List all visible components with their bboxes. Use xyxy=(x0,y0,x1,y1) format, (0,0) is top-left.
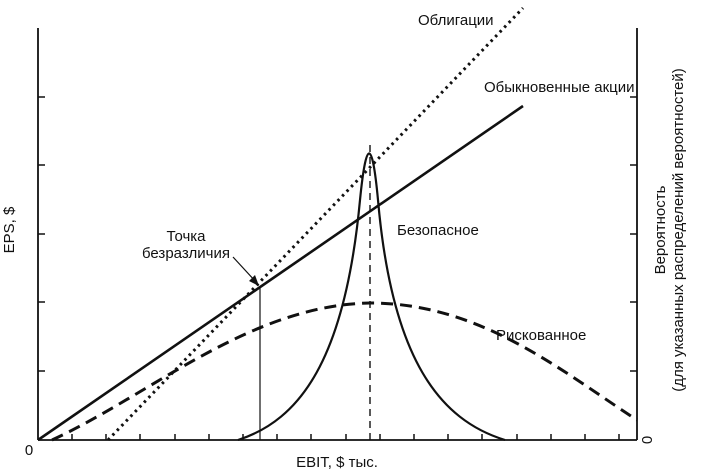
x-axis-label: EBIT, $ тыс. xyxy=(296,454,378,471)
indifference-arrowhead xyxy=(249,275,259,286)
indifference-label-line2: безразличия xyxy=(142,245,230,262)
right-axis-ticks xyxy=(630,96,637,372)
origin-left-label: 0 xyxy=(25,442,33,459)
y-axis-right-label-line2: (для указанных распределений вероятносте… xyxy=(670,68,687,392)
common-stock-line xyxy=(37,104,524,442)
common-stock-label: Обыкновенные акции xyxy=(484,79,634,96)
bonds-line xyxy=(106,6,525,442)
indifference-label-line1: Точка xyxy=(166,228,206,245)
safe-label: Безопасное xyxy=(397,222,479,239)
origin-right-label: 0 xyxy=(639,436,656,444)
y-axis-right-label-line1: Вероятность xyxy=(652,185,669,274)
y-axis-left-label: EPS, $ xyxy=(1,206,18,253)
safe-distribution-curve xyxy=(237,152,506,442)
bonds-label: Облигации xyxy=(418,12,494,29)
left-axis-ticks xyxy=(38,96,45,372)
x-axis-ticks xyxy=(71,434,620,440)
risky-label: Рискованное xyxy=(496,327,586,344)
